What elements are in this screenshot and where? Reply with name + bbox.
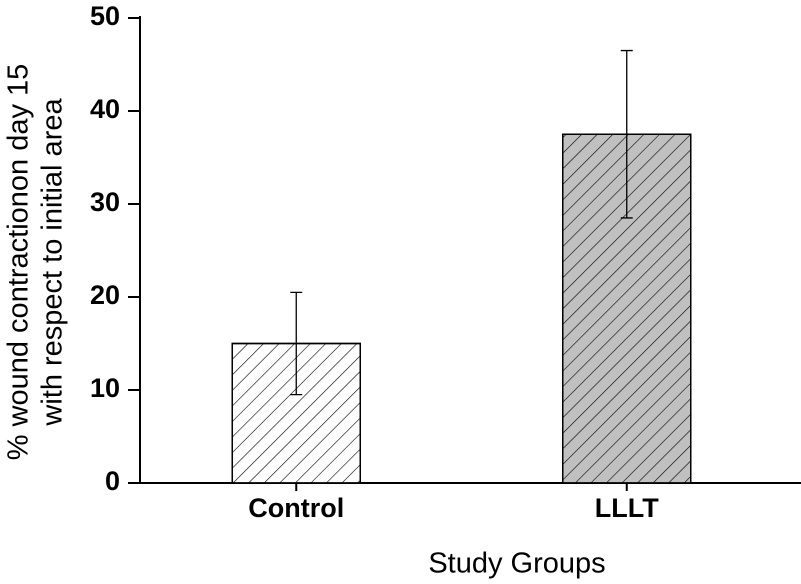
y-tick-label: 10 [90, 373, 120, 403]
y-axis-label: % wound contractionon day 15 [3, 64, 35, 461]
x-axis-label: Study Groups [428, 548, 605, 580]
x-tick-label: Control [248, 493, 344, 523]
y-tick-label: 50 [90, 1, 120, 31]
y-tick-label: 30 [90, 187, 120, 217]
y-tick-label: 20 [90, 280, 120, 310]
y-axis-label: with respect to initial area [37, 98, 69, 427]
error-bar [620, 49, 633, 219]
y-tick-label: 0 [105, 466, 120, 496]
x-tick-label: LLLT [595, 493, 659, 523]
y-tick-label: 40 [90, 94, 120, 124]
error-bar [290, 291, 303, 396]
